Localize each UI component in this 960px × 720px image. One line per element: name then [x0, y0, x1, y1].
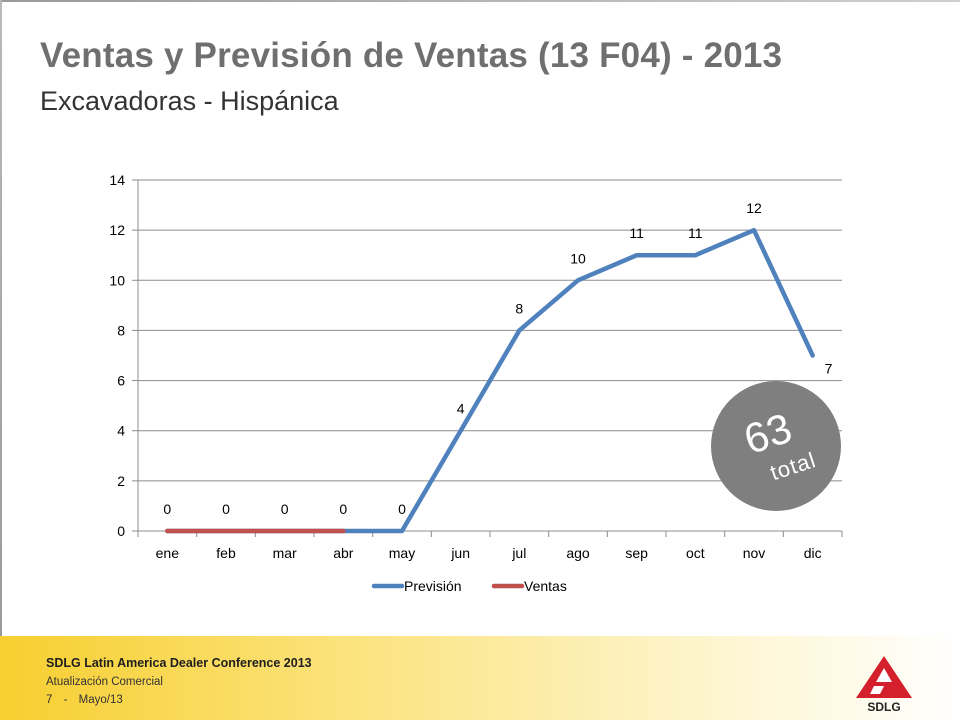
page-title: Ventas y Previsión de Ventas (13 F04) - …	[40, 36, 783, 75]
data-label: 7	[825, 361, 833, 377]
x-tick-label: jul	[511, 545, 526, 561]
data-label: 0	[163, 501, 171, 517]
logo-wordmark: SDLG	[867, 700, 900, 714]
data-label: 10	[570, 250, 586, 266]
y-tick-label: 8	[117, 322, 125, 338]
legend-label-ventas: Ventas	[524, 578, 567, 594]
x-tick-label: jun	[450, 545, 470, 561]
y-tick-label: 14	[109, 172, 125, 188]
data-label: 11	[629, 225, 644, 241]
data-label: 12	[746, 200, 762, 216]
x-tick-label: mar	[273, 545, 297, 561]
footer-band: SDLG Latin America Dealer Conference 201…	[0, 636, 960, 720]
data-label: 0	[222, 501, 230, 517]
y-tick-label: 2	[117, 473, 125, 489]
data-label: 0	[281, 501, 289, 517]
total-badge-circle	[711, 381, 841, 511]
footer-date: Mayo/13	[78, 694, 123, 706]
data-label: 0	[339, 501, 347, 517]
x-tick-label: feb	[216, 545, 236, 561]
data-label: 11	[688, 225, 703, 241]
footer-page-info: 7 - Mayo/13	[46, 694, 131, 706]
y-tick-label: 4	[117, 423, 125, 439]
footer-section-name: Atualización Comercial	[46, 676, 163, 688]
x-tick-label: oct	[686, 545, 705, 561]
page-separator: -	[63, 694, 68, 706]
footer-conference-name: SDLG Latin America Dealer Conference 201…	[46, 656, 312, 670]
slide-top-border	[0, 0, 960, 2]
page-subtitle: Excavadoras - Hispánica	[40, 86, 339, 116]
sdlg-logo: SDLG	[856, 656, 912, 714]
data-label: 8	[515, 300, 523, 316]
y-tick-label: 0	[117, 523, 125, 539]
y-tick-label: 12	[109, 222, 125, 238]
x-tick-label: nov	[743, 545, 766, 561]
y-tick-label: 10	[109, 272, 125, 288]
line-chart: 0 2 4 6 8 10 12 14 ene feb mar abr may jun jul ago sep oc…	[109, 172, 843, 594]
logo-triangle-notch	[876, 668, 892, 682]
x-tick-label: abr	[333, 545, 354, 561]
page-number: 7	[46, 694, 53, 706]
slide-left-border	[0, 0, 2, 640]
x-tick-label: dic	[804, 545, 822, 561]
y-tick-label: 6	[117, 373, 125, 389]
logo-triangle-cut	[870, 686, 884, 694]
legend-label-prevision: Previsión	[404, 578, 462, 594]
x-tick-label: sep	[625, 545, 648, 561]
data-label: 0	[398, 501, 406, 517]
x-tick-label: may	[389, 545, 415, 561]
x-tick-label: ene	[156, 545, 180, 561]
x-tick-label: ago	[566, 545, 590, 561]
data-label: 4	[457, 401, 465, 417]
